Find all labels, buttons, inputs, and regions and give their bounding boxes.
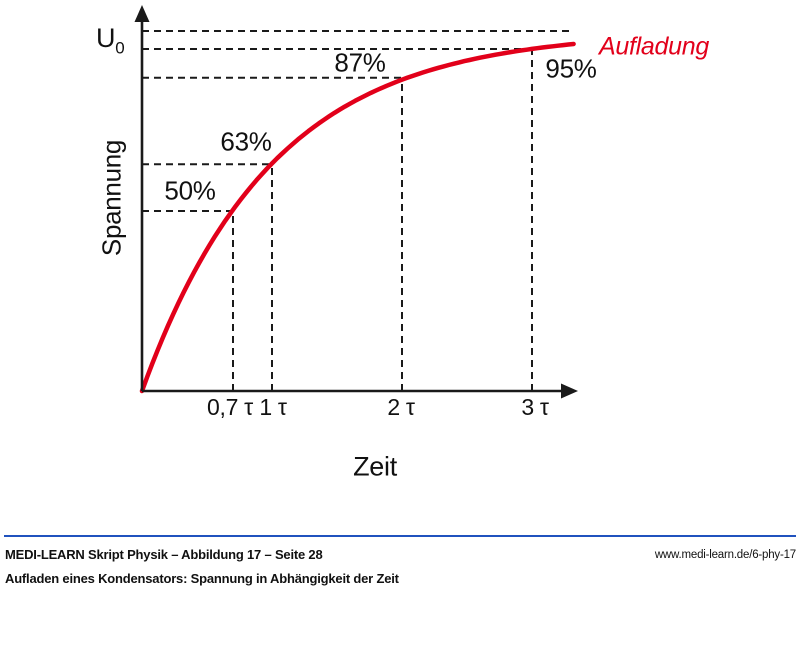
data-label-63pct: 63% [220,126,272,157]
x-tick-1-tau: 1 τ [259,394,287,420]
y-axis-title: Spannung [96,139,127,257]
chart-canvas [134,5,578,399]
y-asymptote-label: U0 [96,23,125,58]
charging-curve [139,41,576,394]
x-tick-3-tau: 3 τ [521,394,549,420]
curve-label: Aufladung [599,32,709,61]
source-url: www.medi-learn.de/6-phy-17 [654,549,796,561]
x-axis-title: Zeit [353,451,397,482]
u0-symbol: U [96,23,116,53]
data-label-95pct: 95% [545,53,597,84]
u0-subscript: 0 [115,38,125,58]
x-tick-2-tau: 2 τ [387,394,415,420]
y-axis-arrow-icon [134,5,150,22]
data-label-50pct: 50% [164,175,216,206]
footer-divider [4,535,796,537]
figure-caption: Aufladen eines Kondensators: Spannung in… [5,571,399,586]
figure-source: MEDI-LEARN Skript Physik – Abbildung 17 … [5,547,323,562]
x-axis-arrow-icon [561,383,578,399]
x-tick-0-7-tau: 0,7 τ [207,394,253,420]
data-label-87pct: 87% [334,47,386,78]
